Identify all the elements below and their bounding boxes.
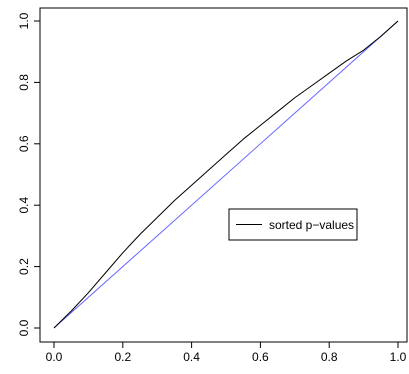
y-tick-label: 0.4 xyxy=(17,197,31,214)
legend-label: sorted p−values xyxy=(269,218,354,232)
y-tick-label: 1.0 xyxy=(17,12,31,29)
x-tick-label: 0.2 xyxy=(114,350,131,364)
y-tick-label: 0.0 xyxy=(17,319,31,336)
y-axis: 0.0 0.2 0.4 0.6 0.8 1.0 xyxy=(17,12,41,336)
series-line-sorted-p-values xyxy=(53,20,399,329)
x-tick-label: 0.0 xyxy=(46,350,63,364)
y-tick-label: 0.2 xyxy=(17,258,31,275)
series-layer xyxy=(53,20,399,329)
x-tick-label: 0.8 xyxy=(321,350,338,364)
x-tick-label: 1.0 xyxy=(390,350,407,364)
x-axis: 0.0 0.2 0.4 0.6 0.8 1.0 xyxy=(46,341,407,364)
series-line-reference xyxy=(53,20,399,329)
y-tick-label: 0.6 xyxy=(17,135,31,152)
x-tick-label: 0.4 xyxy=(183,350,200,364)
legend: sorted p−values xyxy=(228,208,358,241)
y-tick-label: 0.8 xyxy=(17,74,31,91)
x-tick-label: 0.6 xyxy=(252,350,269,364)
